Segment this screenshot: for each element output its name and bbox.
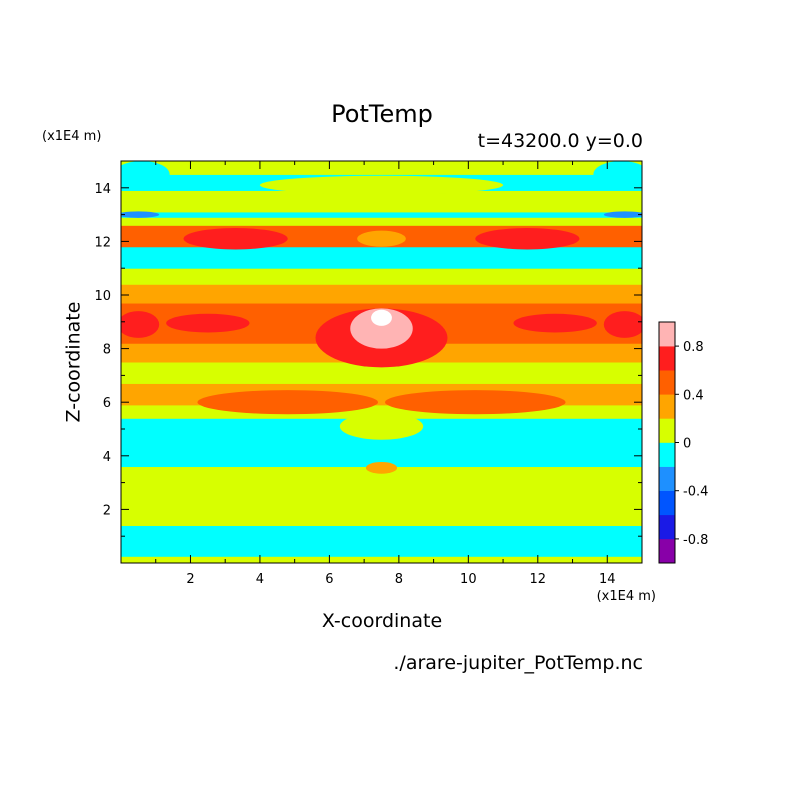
contour-feature-17 — [121, 211, 160, 218]
colorbar-label-2: 0 — [683, 437, 691, 452]
y-axis-ticks: 2 4 6 8 10 12 14 — [94, 182, 642, 537]
contour-feature-13 — [357, 230, 406, 247]
contour-band-1 — [121, 525, 642, 557]
contour-feature-11 — [183, 228, 288, 250]
colorbar-swatch-8 — [659, 346, 675, 371]
contour-band-15 — [121, 190, 642, 213]
y-tick-label-1: 4 — [103, 450, 111, 465]
x-axis-label: X-coordinate — [321, 610, 443, 632]
colorbar-label-4: -0.8 — [683, 533, 708, 548]
chart-subtitle: t=43200.0 y=0.0 — [477, 130, 643, 152]
colorbar-swatch-7 — [659, 370, 675, 395]
contour-band-13 — [121, 217, 642, 226]
colorbar-label-0: 0.8 — [683, 340, 704, 355]
contour-feature-9 — [350, 308, 413, 349]
x-tick-label-4: 10 — [460, 572, 477, 587]
colorbar-label-1: 0.4 — [683, 388, 704, 403]
contour-field — [121, 161, 642, 563]
contour-band-14 — [121, 211, 642, 218]
contour-band-9 — [121, 284, 642, 304]
contour-band-17 — [121, 161, 642, 175]
colorbar-swatch-2 — [659, 490, 675, 516]
colorbar-swatch-1 — [659, 514, 675, 540]
contour-feature-14 — [259, 175, 504, 195]
x-tick-label-6: 14 — [599, 572, 616, 587]
contour-feature-5 — [166, 313, 250, 333]
y-tick-label-2: 6 — [103, 396, 111, 411]
contour-feature-1 — [339, 412, 424, 440]
contour-band-6 — [121, 362, 642, 384]
colorbar-swatch-5 — [659, 418, 675, 443]
y-tick-label-6: 14 — [94, 182, 111, 197]
contour-feature-16 — [593, 161, 642, 188]
colorbar-swatch-0 — [659, 538, 675, 564]
y-tick-label-4: 10 — [94, 289, 111, 304]
x-axis-ticks: 2 4 6 8 10 12 14 — [155, 161, 616, 587]
colorbar-swatch-3 — [659, 466, 675, 491]
colorbar-label-3: -0.4 — [683, 485, 708, 500]
y-tick-label-3: 8 — [103, 343, 111, 358]
contour-feature-6 — [513, 313, 597, 333]
chart-title: PotTemp — [331, 100, 433, 128]
y-tick-label-0: 2 — [103, 503, 111, 518]
plot-frame — [120, 160, 643, 564]
colorbar-swatch-4 — [659, 442, 675, 467]
x-tick-label-2: 6 — [325, 572, 333, 587]
contour-feature-7 — [121, 311, 160, 338]
source-filename: ./arare-jupiter_PotTemp.nc — [393, 652, 643, 674]
contour-feature-8 — [603, 311, 642, 338]
x-tick-label-1: 4 — [256, 572, 264, 587]
contour-band-2 — [121, 466, 642, 526]
contour-band-11 — [121, 246, 642, 269]
colorbar: 0.8 0.4 0 -0.4 -0.8 — [658, 321, 708, 564]
x-tick-label-0: 2 — [186, 572, 194, 587]
contour-feature-2 — [197, 390, 379, 415]
contour-feature-0 — [365, 461, 398, 474]
x-tick-label-3: 8 — [395, 572, 403, 587]
contour-band-0 — [121, 556, 642, 563]
colorbar-swatch-9 — [659, 322, 675, 347]
x-unit-label: (x1E4 m) — [596, 589, 656, 604]
contour-feature-10 — [371, 309, 392, 326]
contour-feature-18 — [603, 211, 642, 218]
y-tick-label-5: 12 — [94, 235, 111, 250]
contour-feature-15 — [121, 161, 170, 188]
colorbar-swatch-6 — [659, 394, 675, 419]
x-tick-label-5: 12 — [530, 572, 547, 587]
contour-feature-3 — [384, 390, 566, 415]
contour-feature-12 — [475, 228, 580, 250]
z-unit-label: (x1E4 m) — [42, 129, 102, 144]
contour-band-10 — [121, 268, 642, 285]
